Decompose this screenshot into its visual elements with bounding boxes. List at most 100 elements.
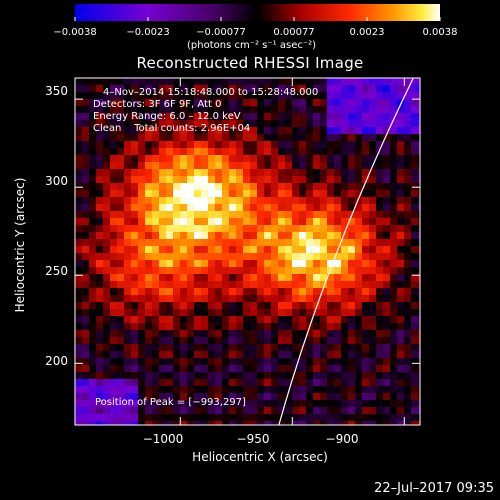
heatmap-cell: [243, 365, 250, 372]
heatmap-cell: [411, 281, 418, 288]
heatmap-cell: [229, 386, 236, 393]
heatmap-cell: [89, 78, 96, 85]
heatmap-cell: [117, 218, 124, 225]
heatmap-cell: [355, 386, 362, 393]
heatmap-cell: [369, 351, 376, 358]
heatmap-cell: [145, 183, 152, 190]
heatmap-cell: [257, 274, 264, 281]
heatmap-cell: [117, 407, 124, 414]
heatmap-cell: [131, 274, 138, 281]
heatmap-cell: [131, 351, 138, 358]
heatmap-cell: [285, 113, 292, 120]
heatmap-cell: [194, 288, 201, 295]
heatmap-cell: [180, 106, 187, 113]
heatmap-cell: [194, 337, 201, 344]
heatmap-cell: [110, 330, 117, 337]
heatmap-cell: [201, 190, 208, 197]
heatmap-cell: [306, 176, 313, 183]
heatmap-cell: [194, 393, 201, 400]
heatmap-cell: [89, 414, 96, 421]
heatmap-cell: [187, 274, 194, 281]
heatmap-cell: [201, 407, 208, 414]
heatmap-cell: [117, 211, 124, 218]
heatmap-cell: [313, 85, 320, 92]
heatmap-cell: [271, 176, 278, 183]
heatmap-cell: [369, 120, 376, 127]
heatmap-cell: [103, 323, 110, 330]
heatmap-cell: [89, 288, 96, 295]
heatmap-cell: [75, 120, 82, 127]
heatmap-cell: [411, 365, 418, 372]
heatmap-cell: [320, 323, 327, 330]
heatmap-cell: [404, 92, 411, 99]
heatmap-cell: [124, 309, 131, 316]
heatmap-cell: [131, 267, 138, 274]
heatmap-cell: [278, 162, 285, 169]
heatmap-cell: [187, 379, 194, 386]
heatmap-cell: [348, 260, 355, 267]
heatmap-cell: [117, 323, 124, 330]
heatmap-cell: [110, 281, 117, 288]
heatmap-cell: [292, 323, 299, 330]
heatmap-cell: [411, 400, 418, 407]
heatmap-cell: [285, 148, 292, 155]
heatmap-cell: [278, 127, 285, 134]
heatmap-cell: [131, 344, 138, 351]
heatmap-cell: [355, 246, 362, 253]
heatmap-cell: [404, 225, 411, 232]
heatmap-cell: [187, 393, 194, 400]
heatmap-cell: [334, 372, 341, 379]
heatmap-cell: [201, 246, 208, 253]
heatmap-cell: [187, 106, 194, 113]
heatmap-cell: [173, 421, 180, 425]
heatmap-cell: [264, 218, 271, 225]
heatmap-cell: [292, 148, 299, 155]
heatmap-cell: [194, 351, 201, 358]
heatmap-cell: [201, 365, 208, 372]
heatmap-cell: [306, 120, 313, 127]
heatmap-cell: [327, 316, 334, 323]
heatmap-cell: [173, 148, 180, 155]
heatmap-cell: [341, 225, 348, 232]
heatmap-cell: [355, 295, 362, 302]
heatmap-cell: [131, 330, 138, 337]
heatmap-cell: [404, 162, 411, 169]
heatmap-cell: [383, 316, 390, 323]
heatmap-cell: [397, 78, 404, 85]
heatmap-cell: [236, 120, 243, 127]
heatmap-cell: [187, 78, 194, 85]
heatmap-cell: [82, 78, 89, 85]
heatmap-cell: [278, 400, 285, 407]
heatmap-cell: [306, 407, 313, 414]
heatmap-cell: [194, 162, 201, 169]
heatmap-cell: [145, 246, 152, 253]
heatmap-cell: [131, 386, 138, 393]
heatmap-cell: [383, 295, 390, 302]
heatmap-cell: [166, 183, 173, 190]
heatmap-cell: [117, 239, 124, 246]
heatmap-cell: [306, 393, 313, 400]
heatmap-cell: [292, 274, 299, 281]
heatmap-cell: [117, 120, 124, 127]
heatmap-cell: [180, 225, 187, 232]
heatmap-cell: [117, 260, 124, 267]
heatmap-cell: [341, 393, 348, 400]
heatmap-cell: [250, 267, 257, 274]
heatmap-cell: [299, 302, 306, 309]
heatmap-cell: [110, 204, 117, 211]
heatmap-cell: [320, 281, 327, 288]
heatmap-cell: [166, 351, 173, 358]
heatmap-cell: [418, 120, 420, 127]
heatmap-cell: [131, 99, 138, 106]
heatmap-cell: [320, 169, 327, 176]
heatmap-cell: [173, 169, 180, 176]
heatmap-cell: [327, 330, 334, 337]
heatmap-cell: [278, 344, 285, 351]
heatmap-cell: [341, 414, 348, 421]
heatmap-cell: [341, 155, 348, 162]
heatmap-cell: [208, 155, 215, 162]
heatmap-cell: [89, 92, 96, 99]
heatmap-cell: [327, 120, 334, 127]
heatmap-cell: [278, 309, 285, 316]
heatmap-cell: [152, 421, 159, 425]
